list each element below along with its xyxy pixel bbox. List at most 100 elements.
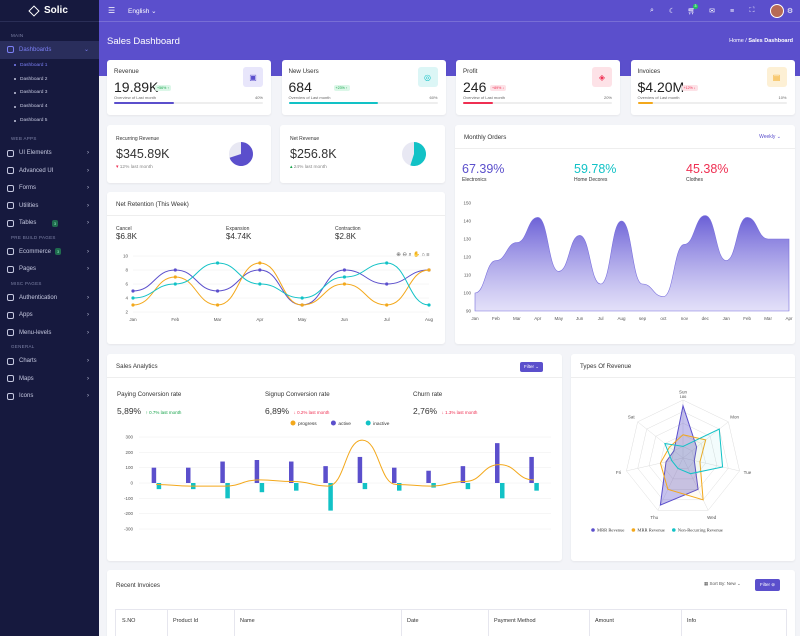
sidebar-item-tables[interactable]: Tables 3 ›: [0, 214, 99, 232]
bar-inactive[interactable]: [156, 483, 162, 490]
bar-inactive[interactable]: [397, 483, 402, 491]
list-icon[interactable]: ≡: [729, 7, 735, 15]
bar-inactive[interactable]: [362, 483, 368, 490]
bar-active[interactable]: [220, 461, 225, 483]
search-zoom-icon[interactable]: ⌕: [408, 252, 414, 258]
sidebar-subitem[interactable]: Dashboard 4: [0, 100, 99, 114]
filter-button[interactable]: Filter ⌄: [520, 362, 544, 372]
data-point[interactable]: [131, 289, 135, 293]
column-header[interactable]: Payment Method: [494, 618, 536, 624]
data-point[interactable]: [342, 275, 347, 279]
sidebar-item-ecommerce[interactable]: Ecommerce 3 ›: [0, 243, 99, 261]
sidebar-item-forms[interactable]: Forms ›: [0, 179, 99, 197]
data-point[interactable]: [385, 303, 389, 307]
column-header[interactable]: Date: [407, 618, 419, 624]
column-header[interactable]: Name: [240, 618, 255, 624]
column-header[interactable]: Product Id: [173, 618, 199, 624]
zoom-in-icon[interactable]: ⊕: [396, 252, 403, 258]
sidebar-subitem[interactable]: Dashboard 2: [0, 72, 99, 86]
bar-active[interactable]: [495, 443, 500, 483]
bar-active[interactable]: [426, 470, 431, 483]
sidebar-item-dashboards[interactable]: Dashboards ⌄: [0, 41, 99, 59]
bar-active[interactable]: [289, 461, 294, 483]
language-select[interactable]: English ⌄: [128, 7, 157, 15]
bar-active[interactable]: [529, 456, 534, 483]
legend-label[interactable]: MRR Revenue: [637, 528, 664, 533]
app-logo[interactable]: Solic: [0, 0, 99, 22]
bar-inactive[interactable]: [431, 483, 436, 488]
data-point[interactable]: [173, 268, 177, 272]
sidebar-item-charts[interactable]: Charts ›: [0, 352, 99, 370]
data-point[interactable]: [215, 261, 220, 265]
mail-icon[interactable]: ✉: [709, 8, 715, 15]
pan-icon[interactable]: ✋: [413, 252, 422, 258]
sidebar-item-maps[interactable]: Maps ›: [0, 370, 99, 388]
fullscreen-icon[interactable]: ⛶: [749, 7, 755, 14]
period-dropdown[interactable]: Weekly ⌄: [759, 134, 781, 140]
data-point[interactable]: [173, 275, 177, 279]
tables-icon: [7, 219, 14, 227]
column-header[interactable]: S.NO: [122, 618, 136, 624]
bar-active[interactable]: [323, 466, 328, 483]
data-point[interactable]: [427, 303, 431, 307]
data-point[interactable]: [215, 289, 220, 293]
sidebar-item-utilities[interactable]: Utilities ›: [0, 197, 99, 215]
sidebar-subitem[interactable]: Dashboard 3: [0, 86, 99, 100]
legend-label[interactable]: inactive: [373, 421, 390, 427]
sidebar-item-advanced-ui[interactable]: Advanced UI ›: [0, 162, 99, 180]
bar-active[interactable]: [186, 467, 191, 483]
data-point[interactable]: [258, 282, 262, 286]
dark-mode-icon[interactable]: ☾: [668, 8, 676, 15]
legend-label[interactable]: Non-Recurring Revenue: [678, 528, 723, 533]
legend-label[interactable]: progress: [298, 421, 317, 427]
search-icon[interactable]: ⌕: [650, 7, 654, 14]
data-point[interactable]: [427, 268, 431, 272]
bar-inactive[interactable]: [500, 483, 505, 499]
bar-active[interactable]: [254, 460, 260, 483]
data-point[interactable]: [173, 282, 177, 286]
bar-active[interactable]: [357, 456, 363, 483]
sidebar-subitem[interactable]: Dashboard 5: [0, 114, 99, 128]
bar-active[interactable]: [151, 467, 157, 483]
data-point[interactable]: [342, 282, 347, 286]
data-point[interactable]: [300, 296, 304, 300]
data-point[interactable]: [131, 303, 135, 307]
data-point[interactable]: [131, 296, 135, 300]
bar-inactive[interactable]: [225, 483, 230, 499]
column-header[interactable]: Amount: [595, 618, 614, 624]
breadcrumb-home[interactable]: Home: [729, 38, 744, 44]
sidebar-item-menu-levels[interactable]: Menu-levels ›: [0, 324, 99, 342]
data-point[interactable]: [385, 261, 389, 265]
invoices-filter-button[interactable]: Filter ⊜: [755, 579, 781, 591]
sort-dropdown[interactable]: ▦ Sort By: New ⌄: [704, 581, 741, 586]
zoom-out-icon[interactable]: ⊖: [402, 252, 409, 258]
chart-menu-icon[interactable]: ≡: [426, 252, 431, 258]
bar-inactive[interactable]: [328, 483, 333, 511]
data-point[interactable]: [342, 268, 347, 272]
menu-toggle-icon[interactable]: ☰: [108, 6, 116, 15]
bar-active[interactable]: [392, 467, 397, 483]
bar-active[interactable]: [460, 466, 466, 483]
data-point[interactable]: [258, 261, 262, 265]
sidebar-subitem[interactable]: Dashboard 1: [0, 59, 99, 73]
legend-label[interactable]: active: [338, 421, 351, 427]
sidebar-item-apps[interactable]: Apps ›: [0, 306, 99, 324]
cart-icon[interactable]: 🛒︎ 3: [687, 4, 698, 15]
data-point[interactable]: [258, 268, 262, 272]
sidebar-item-icons[interactable]: Icons ›: [0, 387, 99, 405]
bar-inactive[interactable]: [259, 483, 265, 493]
avatar[interactable]: [770, 4, 784, 18]
data-point[interactable]: [300, 303, 304, 307]
settings-icon[interactable]: ⚙: [786, 8, 794, 15]
data-point[interactable]: [215, 303, 220, 307]
bar-inactive[interactable]: [294, 483, 299, 491]
data-point[interactable]: [385, 282, 389, 286]
home-icon[interactable]: ⌂: [421, 252, 427, 258]
legend-label[interactable]: MRR Revenue: [597, 528, 624, 533]
sidebar-item-authentication[interactable]: Authentication ›: [0, 289, 99, 307]
sidebar-item-ui-elements[interactable]: UI Elements ›: [0, 144, 99, 162]
sidebar-item-pages[interactable]: Pages ›: [0, 260, 99, 278]
bar-inactive[interactable]: [465, 483, 471, 490]
column-header[interactable]: Info: [687, 618, 697, 624]
bar-inactive[interactable]: [534, 483, 539, 491]
